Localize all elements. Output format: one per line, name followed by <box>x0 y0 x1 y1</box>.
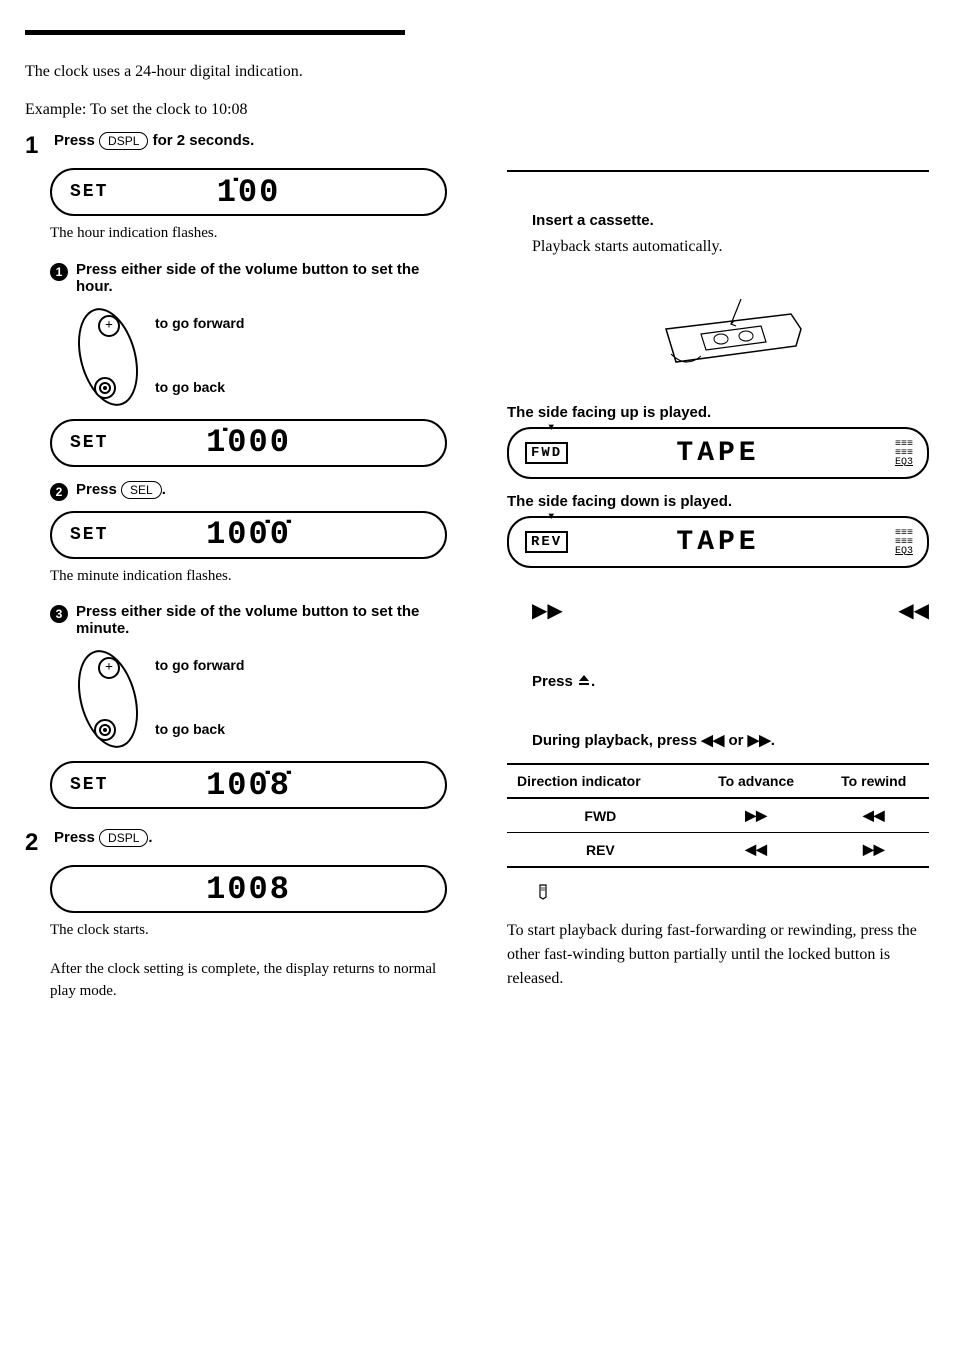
bullet-2-text: Press SEL. <box>76 481 166 499</box>
bullet-3-text: Press either side of the volume button t… <box>76 603 447 637</box>
insert-cassette-body: Playback starts automatically. <box>532 235 929 259</box>
fast-forward-icon: ▶▶ <box>532 598 563 623</box>
lcd-value: 1008 <box>206 871 291 908</box>
step-2-text: Press DSPL. <box>54 829 153 847</box>
outro-text: After the clock setting is complete, the… <box>50 958 447 1003</box>
lcd-display-4: SET 100̇8̇ <box>50 761 447 809</box>
lcd-tape-rev: ▾ REV TAPE ≡≡≡≡≡≡EQ3 <box>507 516 929 568</box>
table-cell: ▶▶ <box>818 833 929 868</box>
step-1: 1 Press DSPL for 2 seconds. <box>25 132 447 160</box>
minus-icon <box>94 377 116 399</box>
lcd-set-label: SET <box>70 775 108 795</box>
fwd-indicator: FWD <box>525 442 568 464</box>
eq-icon: ≡≡≡≡≡≡EQ3 <box>895 440 913 467</box>
bullet-1-text: Press either side of the volume button t… <box>76 261 447 295</box>
lcd1-caption: The hour indication flashes. <box>50 222 447 245</box>
table-cell: ◀◀ <box>694 833 819 868</box>
tape-label: TAPE <box>676 438 759 469</box>
table-cell: ◀◀ <box>818 798 929 833</box>
table-header-direction: Direction indicator <box>507 764 694 798</box>
lcd-value: 100̇8̇ <box>206 767 291 804</box>
lcd-set-label: SET <box>70 433 108 453</box>
side-up-label: The side facing up is played. <box>507 404 929 421</box>
rewind-icon: ◀◀ <box>898 598 929 623</box>
table-cell: REV <box>507 833 694 868</box>
cassette-illustration <box>532 274 929 389</box>
volume-diagram-2: + to go forward to go back <box>80 649 447 749</box>
substep-3: 3 Press either side of the volume button… <box>50 603 447 637</box>
lcd-set-label: SET <box>70 182 108 202</box>
dspl-button-ref: DSPL <box>99 829 148 847</box>
lcd-value: 100̇0̇ <box>206 516 291 553</box>
eject-instruction: Press . <box>532 673 929 691</box>
note-icon <box>537 884 929 905</box>
intro-line-1: The clock uses a 24-hour digital indicat… <box>25 60 447 84</box>
direction-table: Direction indicator To advance To rewind… <box>507 763 929 868</box>
tape-label: TAPE <box>676 527 759 558</box>
vol-forward-label: to go forward <box>155 315 244 331</box>
rev-indicator: REV <box>525 531 568 553</box>
lcd-value: 1̇00 <box>217 174 281 211</box>
eq-icon: ≡≡≡≡≡≡EQ3 <box>895 529 913 556</box>
plus-icon: + <box>98 657 120 679</box>
vol-back-label: to go back <box>155 721 225 737</box>
intro-line-2: Example: To set the clock to 10:08 <box>25 98 447 122</box>
bullet-1-icon: 1 <box>50 263 68 281</box>
during-playback-line: During playback, press ◀◀ or ▶▶. <box>532 731 929 749</box>
lcd-tape-fwd: ▾ FWD TAPE ≡≡≡≡≡≡EQ3 <box>507 427 929 479</box>
step-2-number: 2 <box>25 829 50 857</box>
lcd-value: 1̇000 <box>206 424 291 461</box>
minus-icon <box>94 719 116 741</box>
vol-back-label: to go back <box>155 379 225 395</box>
tick-icon: ▾ <box>547 508 555 525</box>
lcd-display-3: SET 100̇0̇ <box>50 511 447 559</box>
lcd-display-5: 1008 <box>50 865 447 913</box>
header-rule-right <box>507 170 929 172</box>
substep-2: 2 Press SEL. <box>50 481 447 501</box>
lcd-display-1: SET 1̇00 <box>50 168 447 216</box>
insert-cassette-heading: Insert a cassette. <box>532 212 929 229</box>
volume-diagram-1: + to go forward to go back <box>80 307 447 407</box>
bullet-2-icon: 2 <box>50 483 68 501</box>
plus-icon: + <box>98 315 120 337</box>
lcd5-caption: The clock starts. <box>50 919 447 942</box>
substep-1: 1 Press either side of the volume button… <box>50 261 447 295</box>
table-cell: ▶▶ <box>694 798 819 833</box>
table-cell: FWD <box>507 798 694 833</box>
dspl-button-ref: DSPL <box>99 132 148 150</box>
rewind-icon: ◀◀ <box>701 732 724 749</box>
transport-icons: ▶▶ ◀◀ <box>532 598 929 623</box>
table-header-rewind: To rewind <box>818 764 929 798</box>
bullet-3-icon: 3 <box>50 605 68 623</box>
lcd3-caption: The minute indication flashes. <box>50 565 447 588</box>
fast-forward-icon: ▶▶ <box>748 732 771 749</box>
eject-icon <box>577 673 591 691</box>
step-1-text: Press DSPL for 2 seconds. <box>54 132 254 150</box>
table-row: FWD ▶▶ ◀◀ <box>507 798 929 833</box>
step-2: 2 Press DSPL. <box>25 829 447 857</box>
header-rule-left <box>25 30 405 35</box>
lcd-display-2: SET 1̇000 <box>50 419 447 467</box>
tick-icon: ▾ <box>547 419 555 436</box>
side-down-label: The side facing down is played. <box>507 493 929 510</box>
step-1-number: 1 <box>25 132 50 160</box>
table-row: REV ◀◀ ▶▶ <box>507 833 929 868</box>
table-header-advance: To advance <box>694 764 819 798</box>
sel-button-ref: SEL <box>121 481 162 499</box>
final-paragraph: To start playback during fast-forwarding… <box>507 919 929 991</box>
vol-forward-label: to go forward <box>155 657 244 673</box>
lcd-set-label: SET <box>70 525 108 545</box>
